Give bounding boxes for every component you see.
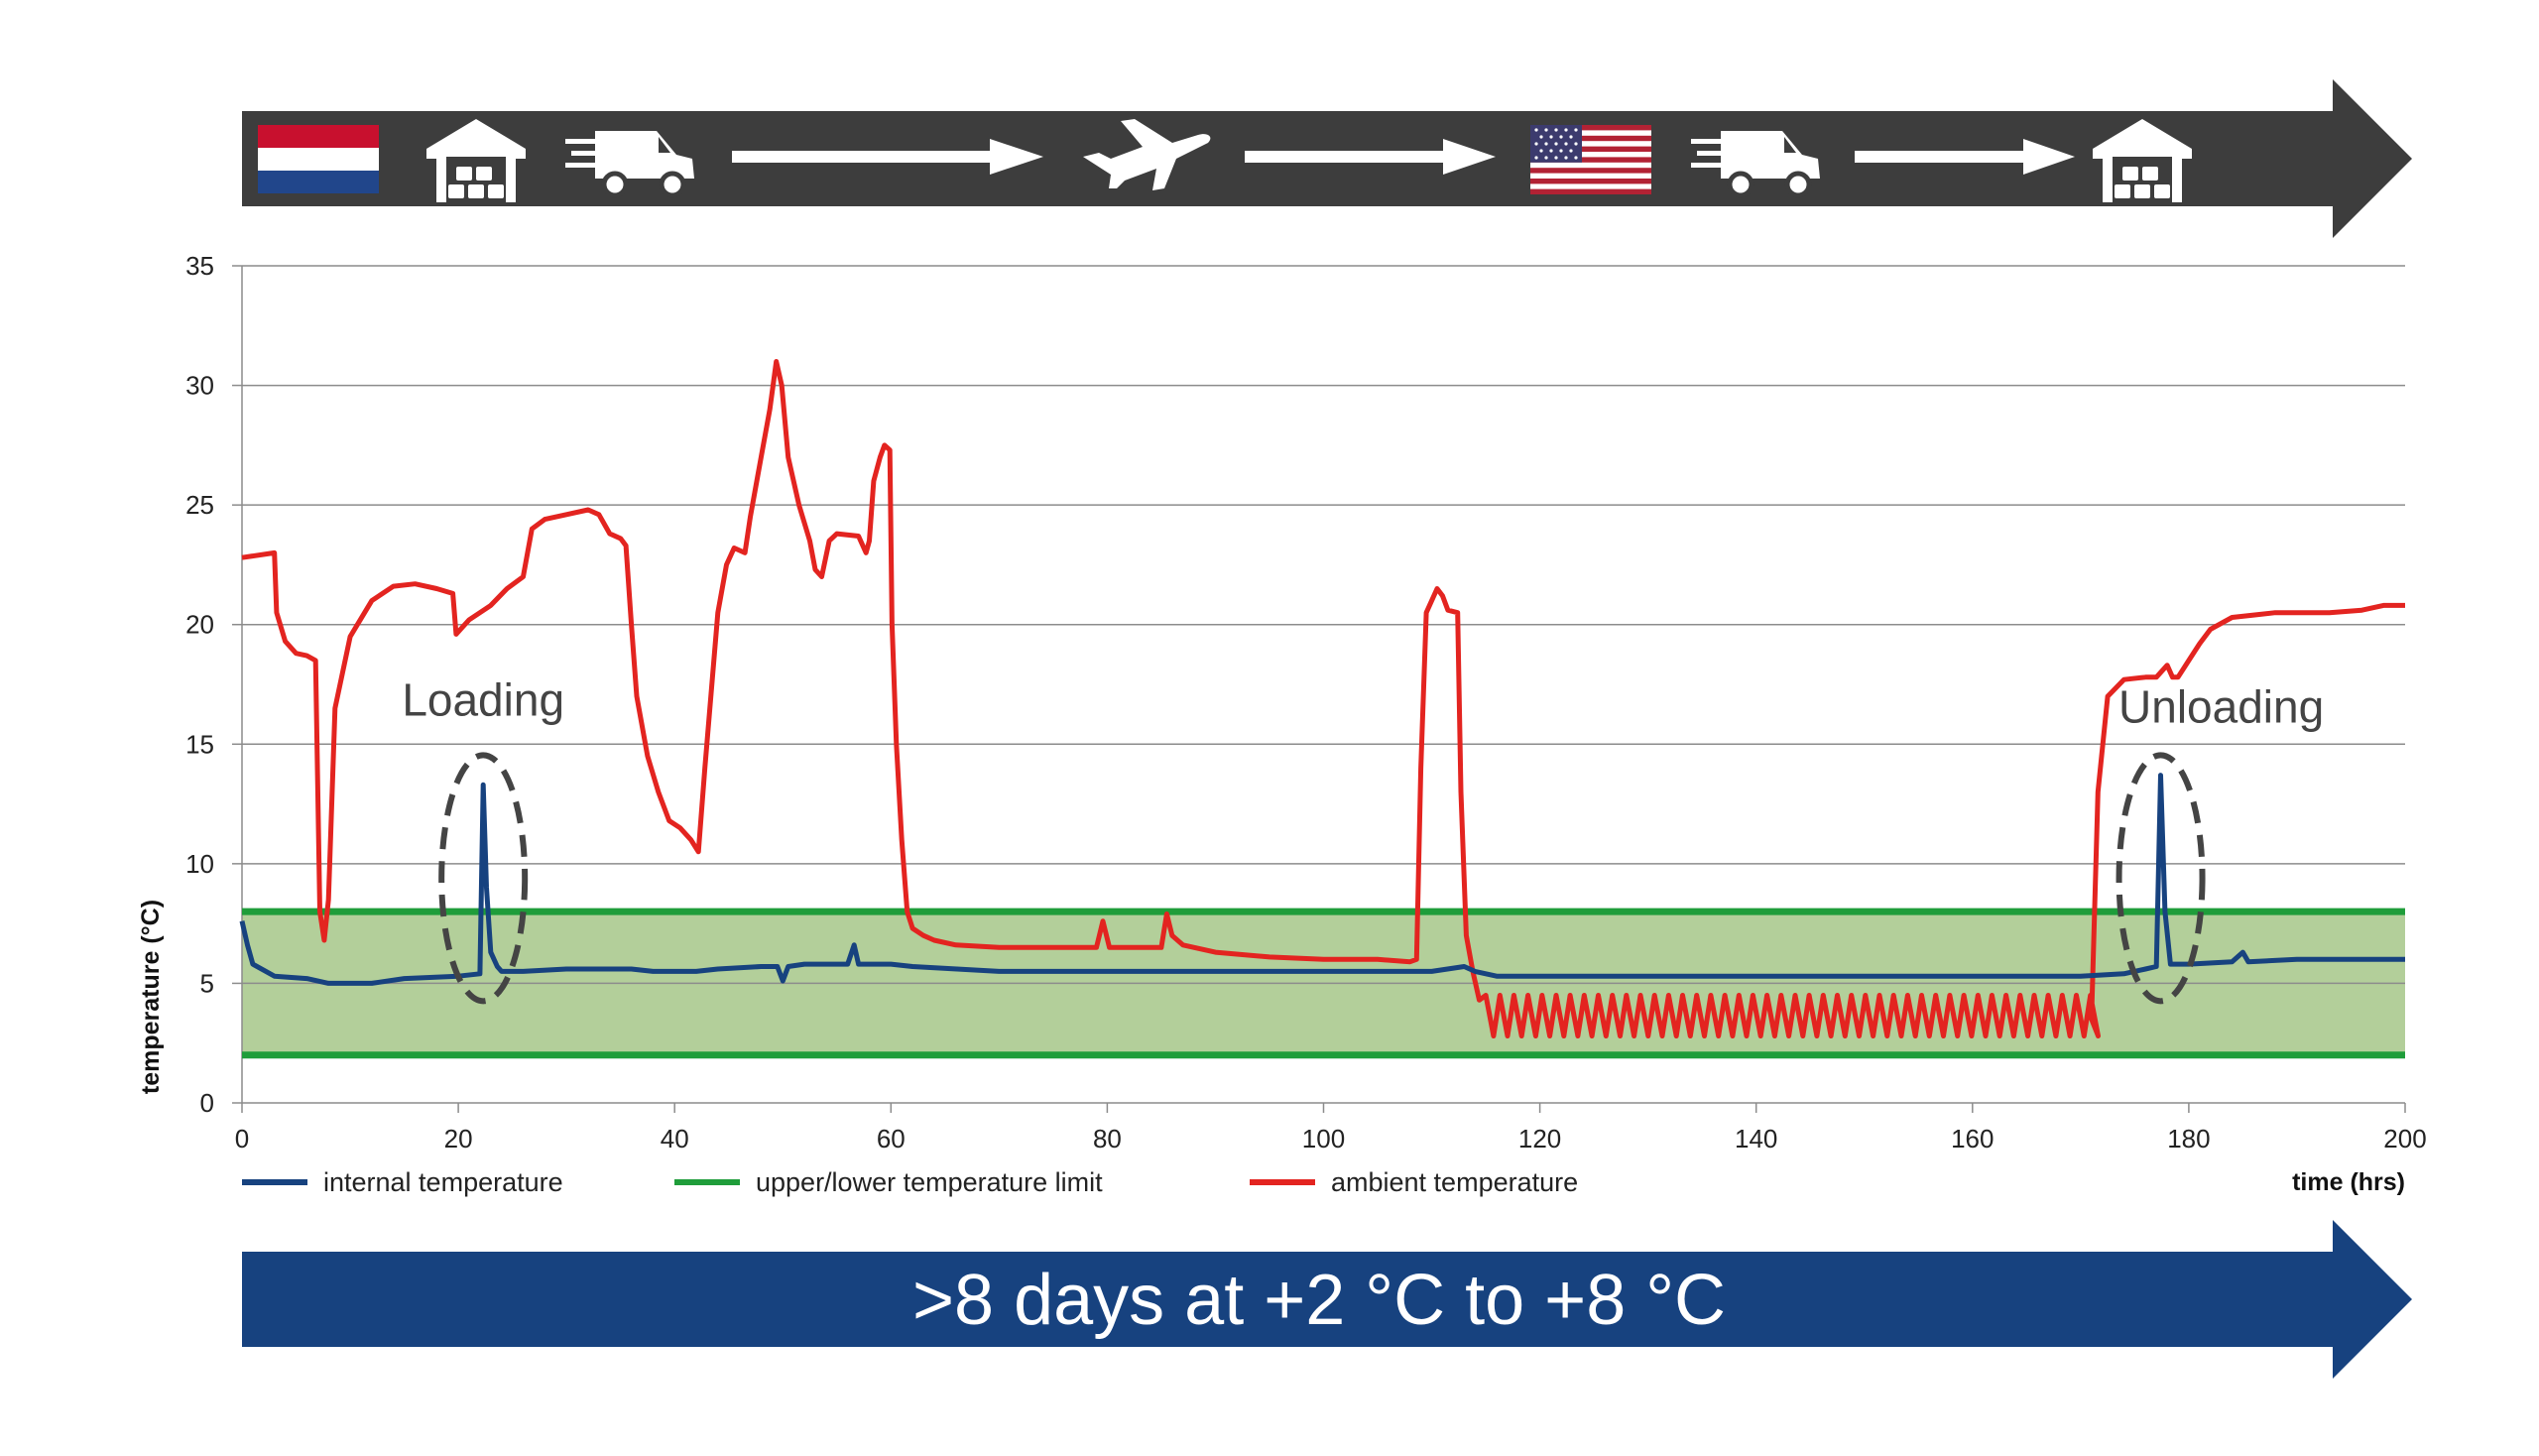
netherlands-flag-icon: [258, 125, 379, 193]
ambient-temperature-line: [241, 359, 2405, 1038]
legend-label: ambient temperature: [1331, 1167, 1578, 1197]
legend: internal temperature upper/lower temperat…: [242, 1167, 1578, 1197]
airplane-icon: [1083, 119, 1211, 190]
y-tick-label: 35: [185, 251, 214, 281]
x-tick-label: 180: [2167, 1124, 2210, 1153]
x-tick-label: 120: [1518, 1124, 1561, 1153]
loading-label: Loading: [402, 673, 564, 725]
grid-lines: [242, 265, 2405, 985]
delivery-truck-icon: [1691, 131, 1820, 198]
x-tick-label: 140: [1735, 1124, 1777, 1153]
duration-arrow: [242, 1220, 2412, 1379]
route-banner: [242, 79, 2412, 238]
y-tick-label: 25: [185, 490, 214, 520]
axes: 0 5 10 15 20 25 30 35 0 20 40 60 80 100 120 140 160 180 20…: [185, 251, 2427, 1153]
y-tick-label: 15: [185, 729, 214, 759]
duration-banner: >8 days at +2 °C to +8 °C: [242, 1220, 2412, 1379]
warehouse-icon: [426, 119, 526, 202]
usa-flag-icon: [1530, 125, 1651, 194]
x-tick-label: 160: [1951, 1124, 1994, 1153]
y-tick-label: 0: [200, 1088, 214, 1118]
x-tick-label: 80: [1093, 1124, 1122, 1153]
arrow-right-icon: [1245, 139, 1496, 175]
x-tick-label: 200: [2383, 1124, 2426, 1153]
y-tick-label: 5: [200, 968, 214, 998]
unloading-label: Unloading: [2118, 681, 2324, 733]
arrow-right-icon: [732, 139, 1043, 175]
y-tick-label: 10: [185, 849, 214, 879]
duration-banner-text: >8 days at +2 °C to +8 °C: [912, 1261, 1726, 1340]
x-axis-title: time (hrs): [2292, 1168, 2405, 1196]
arrow-right-icon: [1855, 139, 2075, 175]
x-tick-label: 0: [235, 1124, 249, 1153]
annotations: Loading Unloading: [402, 673, 2324, 1005]
warehouse-icon: [2093, 119, 2192, 202]
y-tick-label: 20: [185, 610, 214, 640]
x-tick-label: 60: [877, 1124, 906, 1153]
internal-temperature-line: [239, 773, 2405, 986]
unloading-highlight-ellipse: [2116, 752, 2206, 1005]
y-axis-title: temperature (°C): [137, 900, 165, 1094]
series-layer: [239, 359, 2405, 1059]
loading-highlight-ellipse: [438, 752, 529, 1005]
x-tick-label: 100: [1302, 1124, 1345, 1153]
y-tick-label: 30: [185, 371, 214, 401]
legend-label: upper/lower temperature limit: [756, 1167, 1103, 1197]
legend-label: internal temperature: [323, 1167, 563, 1197]
delivery-truck-icon: [565, 131, 694, 198]
x-tick-label: 40: [661, 1124, 689, 1153]
x-tick-label: 20: [444, 1124, 473, 1153]
